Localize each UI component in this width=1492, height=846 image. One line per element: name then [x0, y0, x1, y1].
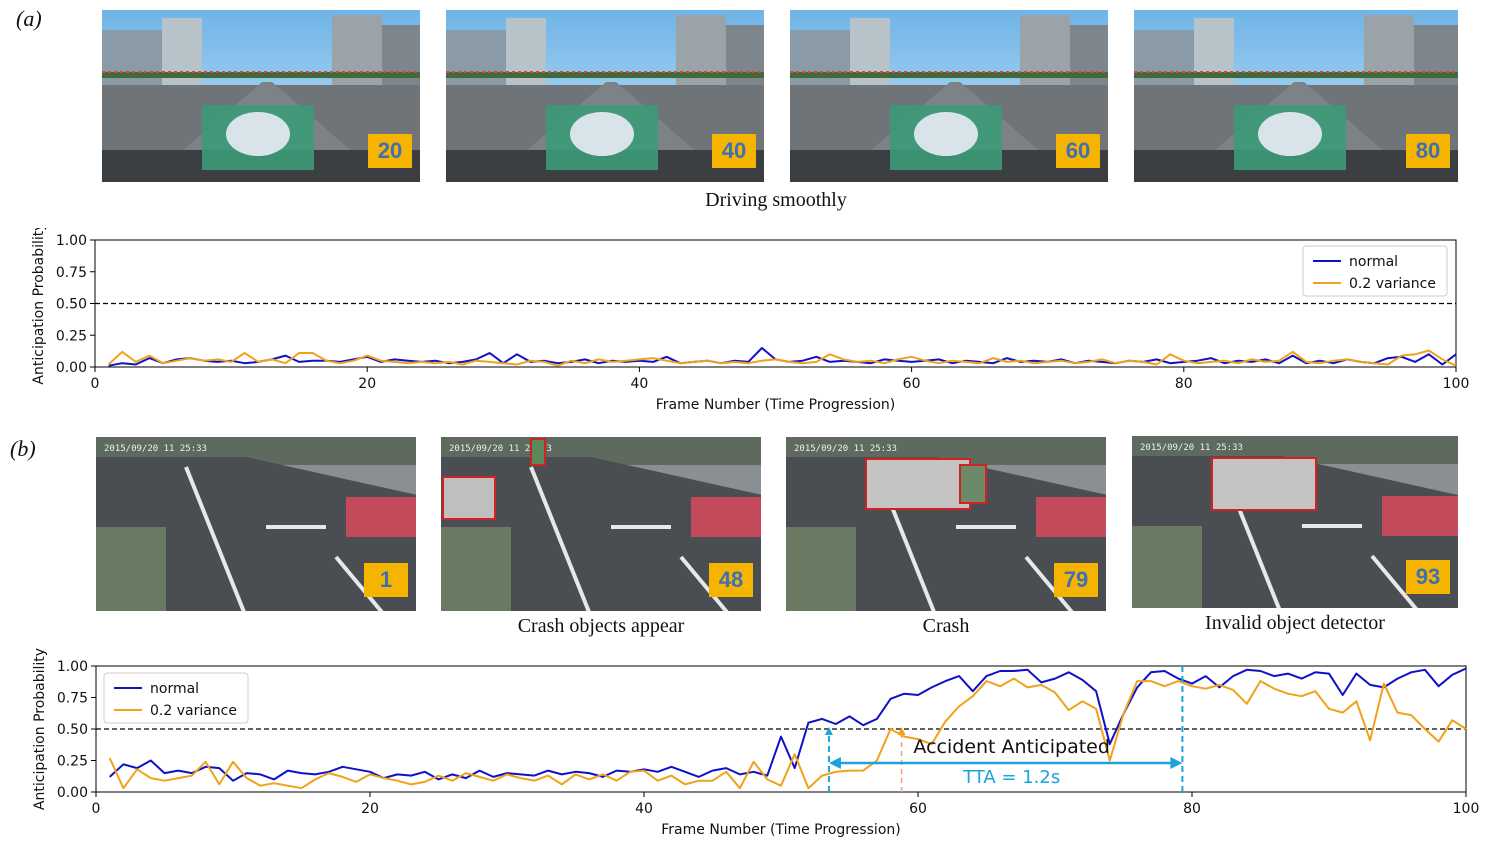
legend-label: 0.2 variance — [1349, 276, 1436, 292]
y-tick-label: 1.00 — [56, 233, 87, 249]
intersection-frame-thumbnail: 79 — [786, 437, 1106, 611]
accident-anticipated-label: Accident Anticipated — [913, 736, 1110, 758]
intersection-frame-thumbnail: 48 — [441, 437, 761, 611]
intersection-frame-thumbnail: 93 — [1132, 436, 1458, 608]
y-axis-label: Anticipation Probability — [32, 648, 48, 810]
series-line-normal — [108, 347, 1457, 367]
frame-number-badge: 20 — [368, 134, 412, 168]
car-detection-box — [1211, 457, 1317, 511]
y-axis-label: Anticipation Probability — [31, 228, 47, 385]
y-tick-label: 0.50 — [56, 297, 87, 313]
series-line-variance — [108, 677, 1467, 790]
intersection-scene-image — [1132, 436, 1458, 608]
legend: normal 0.2 variance — [103, 672, 249, 724]
tta-arrowhead-left — [828, 757, 841, 770]
road-frame-thumbnail: 20 — [102, 10, 420, 182]
y-tick-label: 0.75 — [56, 265, 87, 281]
y-tick-label: 0.50 — [57, 722, 88, 738]
caption-crash: Crash — [922, 615, 970, 637]
scooter-detection-box — [959, 464, 987, 504]
y-tick-label: 1.00 — [57, 659, 88, 675]
x-tick-label: 40 — [630, 376, 648, 392]
x-tick-label: 20 — [358, 376, 376, 392]
legend-label: 0.2 variance — [150, 703, 237, 719]
road-frame-thumbnail: 80 — [1134, 10, 1458, 182]
panel-a-label: (a) — [16, 6, 42, 31]
variance-cross-arrowhead — [897, 727, 906, 735]
tta-arrowhead-right — [1170, 757, 1183, 770]
x-tick-label: 0 — [92, 801, 101, 817]
x-tick-label: 40 — [635, 801, 653, 817]
road-frame-thumbnail: 40 — [446, 10, 764, 182]
x-tick-label: 0 — [91, 376, 100, 392]
x-tick-label: 60 — [903, 376, 921, 392]
frame-number-badge: 80 — [1406, 134, 1450, 168]
x-axis-label: Frame Number (Time Progression) — [656, 397, 895, 413]
legend: normal 0.2 variance — [1302, 245, 1448, 297]
legend-label: normal — [150, 681, 199, 697]
y-tick-label: 0.00 — [56, 360, 87, 376]
y-tick-label: 0.25 — [56, 328, 87, 344]
tta-label: TTA = 1.2s — [962, 767, 1060, 788]
x-tick-label: 80 — [1183, 801, 1201, 817]
anticipation-chart-a: 0.00 0.25 0.50 0.75 1.00 0 20 40 60 80 100 Frame Nu… — [31, 228, 1470, 413]
series-line-normal — [109, 667, 1467, 782]
intersection-scene-image — [441, 437, 761, 611]
intersection-frame-thumbnail: 1 — [96, 437, 416, 611]
caption-driving-smoothly: Driving smoothly — [705, 189, 847, 211]
x-tick-label: 100 — [1443, 376, 1470, 392]
caption-crash-objects-appear: Crash objects appear — [517, 615, 685, 637]
intersection-scene-image — [786, 437, 1106, 611]
caption-invalid-object-detector: Invalid object detector — [1205, 612, 1385, 634]
x-axis-label: Frame Number (Time Progression) — [661, 822, 900, 838]
panel-b-label: (b) — [10, 436, 36, 461]
frame-number-badge: 40 — [712, 134, 756, 168]
series-line-variance — [107, 349, 1457, 367]
y-tick-label: 0.00 — [57, 785, 88, 801]
normal-cross-arrowhead — [824, 727, 833, 735]
road-frame-thumbnail: 60 — [790, 10, 1108, 182]
anticipation-chart-b: 0.00 0.25 0.50 0.75 1.00 0 20 40 60 80 100 Frame Nu… — [32, 648, 1480, 838]
y-tick-label: 0.25 — [57, 754, 88, 770]
y-tick-label: 0.75 — [57, 691, 88, 707]
x-tick-label: 60 — [909, 801, 927, 817]
frame-number-badge: 60 — [1056, 134, 1100, 168]
x-tick-label: 20 — [361, 801, 379, 817]
x-tick-label: 80 — [1175, 376, 1193, 392]
car-detection-box — [442, 476, 496, 520]
frame-number-badge: 48 — [709, 563, 753, 597]
legend-label: normal — [1349, 254, 1398, 270]
frame-number-badge: 93 — [1406, 560, 1450, 594]
x-tick-label: 100 — [1453, 801, 1480, 817]
scooter-detection-box — [530, 438, 546, 466]
car-detection-box — [865, 458, 971, 510]
frame-number-badge: 79 — [1054, 563, 1098, 597]
frame-number-badge: 1 — [364, 563, 408, 597]
